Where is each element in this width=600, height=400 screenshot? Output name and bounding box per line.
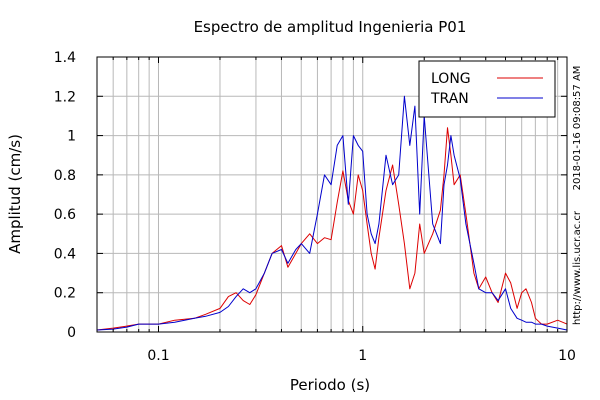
y-axis-label: Amplitud (cm/s) [6,134,24,254]
legend: LONG TRAN [418,60,556,118]
y-tick-label: 0.4 [54,246,76,262]
series-line-tran [96,95,568,331]
tick-marks: 0 0.2 0.4 0.6 0.8 1 1.2 1.4 0.1 1 10 [54,50,576,364]
x-tick-label: 10 [558,348,576,364]
timestamp-note: 2018-01-16 09:08:57 AM [572,66,583,191]
x-tick-label: 0.1 [147,348,169,364]
legend-box [418,60,556,118]
x-tick-label: 1 [358,348,367,364]
y-tick-label: 1.4 [54,50,76,66]
y-tick-label: 0.6 [54,207,76,223]
source-url-note: http://www.lis.ucr.ac.cr [572,210,583,325]
legend-label-tran: TRAN [430,91,469,107]
series-layer [96,95,568,331]
x-axis-label: Periodo (s) [290,376,370,394]
chart-title: Espectro de amplitud Ingenieria P01 [194,18,467,36]
y-tick-label: 1 [67,129,76,145]
y-tick-label: 1.2 [54,89,76,105]
y-tick-label: 0.2 [54,286,76,302]
plot-frame [96,56,568,333]
y-tick-label: 0.8 [54,168,76,184]
series-line-long [96,127,568,331]
y-tick-label: 0 [67,325,76,341]
legend-label-long: LONG [431,71,471,87]
